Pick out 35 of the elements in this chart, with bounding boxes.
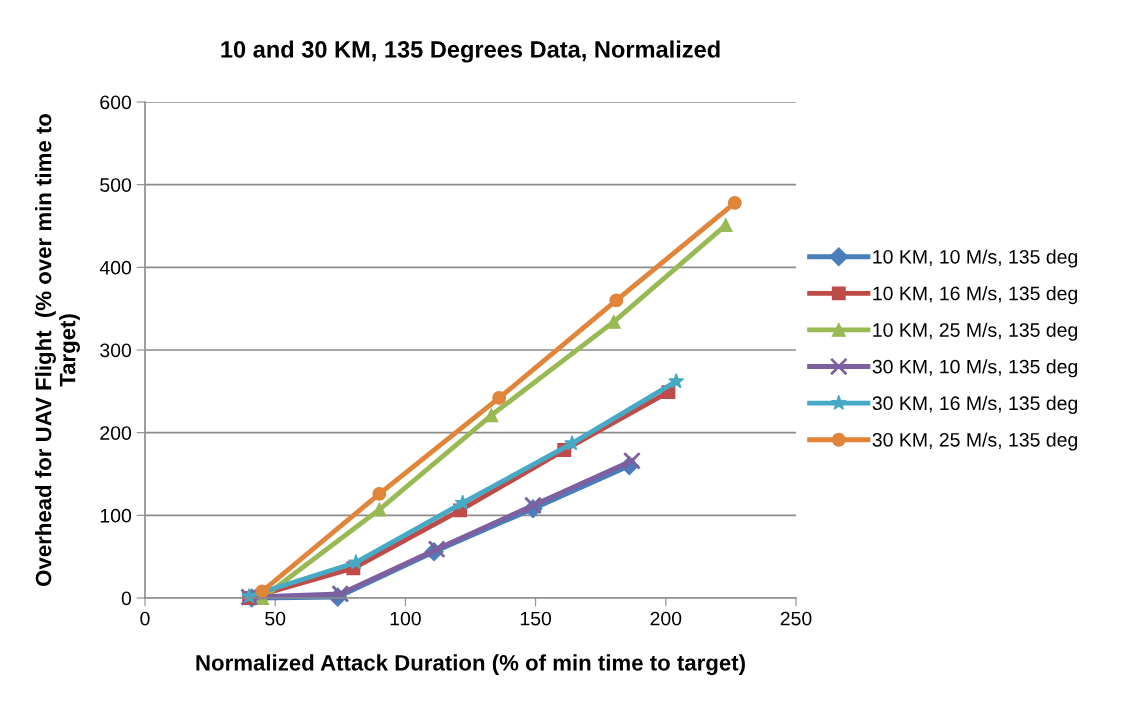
x-tick-label: 200 (650, 611, 682, 626)
point (668, 373, 685, 389)
x-tick-label: 150 (520, 611, 552, 626)
point (564, 435, 581, 451)
y-tick-label: 100 (100, 508, 132, 523)
y-tick-label: 500 (100, 178, 132, 192)
point (255, 584, 270, 599)
x-tick-label: 100 (390, 611, 421, 626)
point (347, 554, 364, 570)
point (609, 293, 624, 308)
point (454, 494, 471, 510)
legend-label: 10 KM, 16 M/s, 135 deg (873, 286, 1078, 305)
x-tick-label: 250 (780, 611, 812, 626)
y-tick-label: 400 (99, 260, 132, 275)
legend-label: 10 KM, 10 M/s, 135 deg (873, 249, 1078, 268)
point (622, 451, 641, 470)
y-axis-title: Overhead for UAV Flight (% over min time to Target) (35, 113, 80, 586)
y-tick-label: 0 (121, 591, 132, 606)
point (727, 195, 742, 210)
point (484, 408, 499, 423)
legend-label: 30 KM, 25 M/s, 135 deg (872, 432, 1078, 451)
x-tick-label: 50 (265, 611, 286, 626)
legend-label: 10 KM, 25 M/s, 135 deg (873, 322, 1078, 341)
legend-label: 30 KM, 10 M/s, 135 deg (872, 359, 1078, 378)
point (372, 486, 387, 501)
y-tick-label: 300 (100, 343, 132, 358)
x-tick-label: 0 (140, 611, 150, 626)
y-tick-label: 200 (100, 426, 132, 440)
point (492, 391, 507, 405)
y-tick-label: 600 (100, 95, 132, 110)
legend-label: 30 KM, 16 M/s, 135 deg (872, 395, 1078, 414)
point (606, 314, 621, 329)
point (372, 502, 387, 517)
chart-title: 10 and 30 KM, 135 Degrees Data, Normalized (221, 40, 720, 63)
x-axis-title: Normalized Attack Duration (% of min time to target) (196, 654, 745, 676)
